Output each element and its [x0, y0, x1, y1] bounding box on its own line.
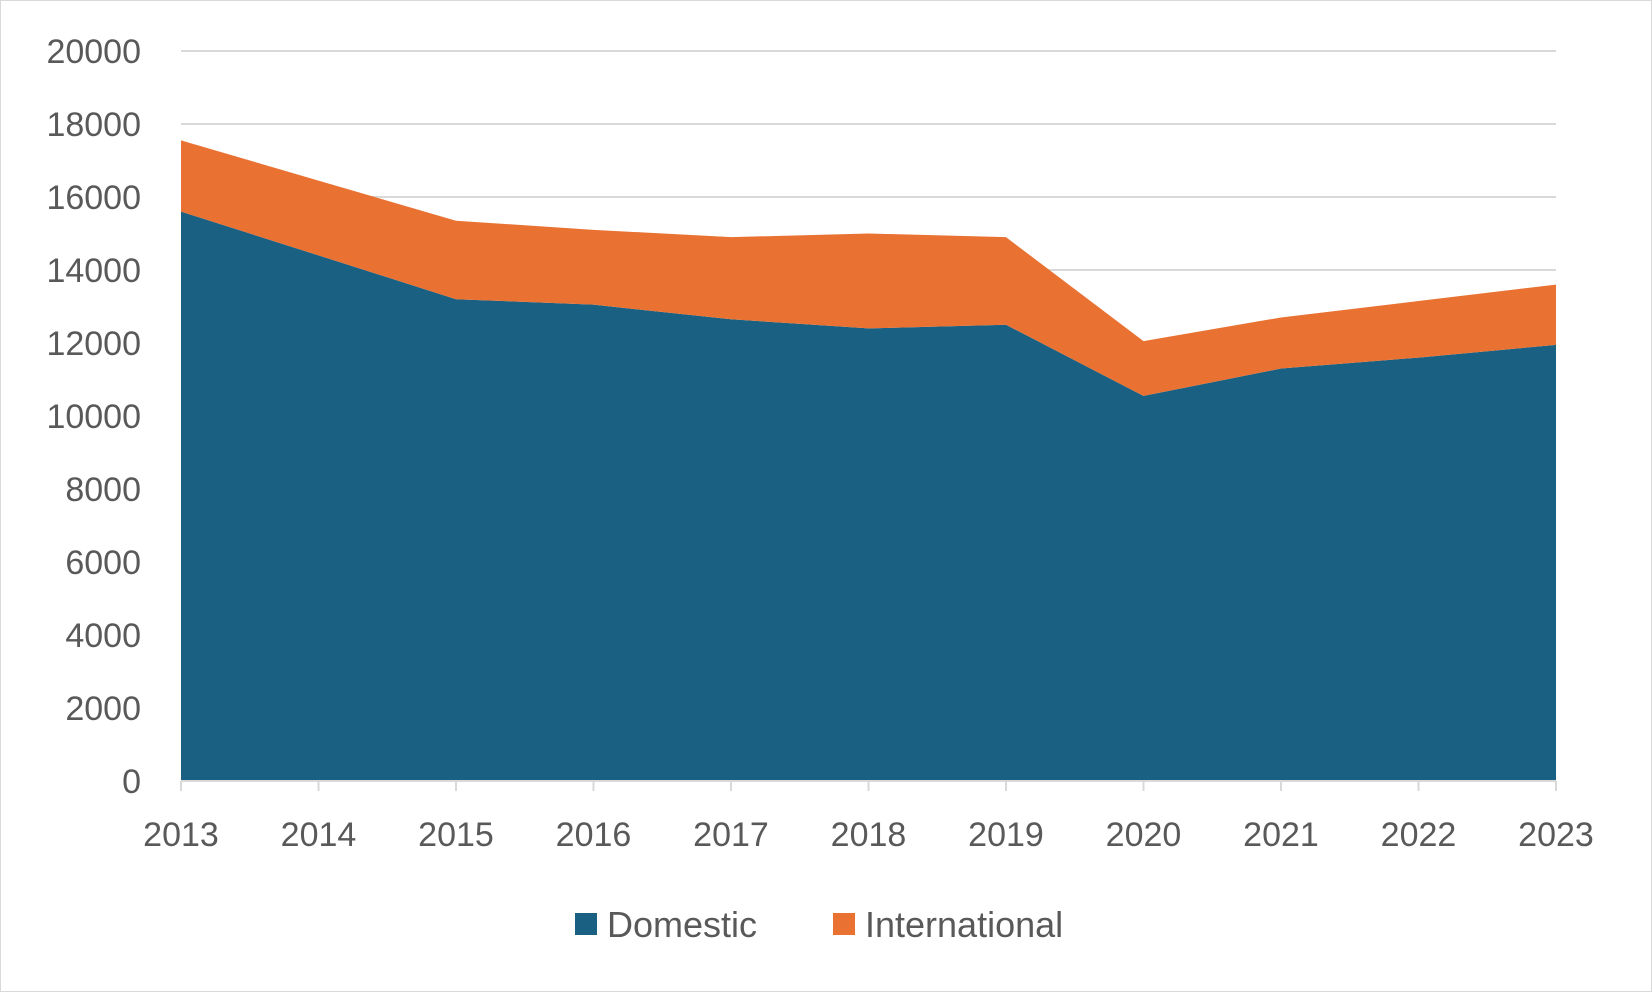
x-axis [180, 780, 1557, 791]
x-tick-label-2016: 2016 [556, 816, 632, 854]
legend-item-domestic: Domestic [575, 904, 757, 945]
x-axis-tick-labels: 2013 2014 2015 2016 2017 2018 2019 2020 2021 2022… [143, 816, 1594, 854]
x-tick-label-2022: 2022 [1381, 816, 1457, 854]
legend-label-international: International [865, 904, 1063, 945]
legend-swatch-international [833, 913, 855, 935]
y-axis-tick-labels: 0 2000 4000 6000 8000 10000 12000 14000 16000 180… [46, 33, 141, 801]
y-tick-label-16000: 16000 [46, 179, 141, 217]
y-tick-label-14000: 14000 [46, 252, 141, 290]
x-tick-label-2018: 2018 [831, 816, 907, 854]
legend-label-domestic: Domestic [607, 904, 757, 945]
x-tick-label-2023: 2023 [1518, 816, 1594, 854]
y-tick-label-8000: 8000 [65, 471, 141, 509]
x-tick-label-2014: 2014 [281, 816, 357, 854]
x-tick-label-2015: 2015 [418, 816, 494, 854]
plot-areas [181, 140, 1556, 782]
area-series-international [181, 140, 1556, 396]
x-tick-label-2019: 2019 [968, 816, 1044, 854]
x-tick-label-2013: 2013 [143, 816, 219, 854]
y-tick-label-6000: 6000 [65, 544, 141, 582]
area-series-domestic [181, 211, 1556, 782]
x-tick-label-2021: 2021 [1243, 816, 1319, 854]
y-tick-label-2000: 2000 [65, 690, 141, 728]
legend: Domestic International [575, 904, 1063, 945]
y-tick-label-10000: 10000 [46, 398, 141, 436]
y-tick-label-0: 0 [122, 763, 141, 801]
x-tick-label-2017: 2017 [693, 816, 769, 854]
legend-item-international: International [833, 904, 1063, 945]
y-tick-label-4000: 4000 [65, 617, 141, 655]
y-tick-label-18000: 18000 [46, 106, 141, 144]
y-tick-label-12000: 12000 [46, 325, 141, 363]
x-tick-label-2020: 2020 [1106, 816, 1182, 854]
legend-swatch-domestic [575, 913, 597, 935]
y-tick-label-20000: 20000 [46, 33, 141, 71]
